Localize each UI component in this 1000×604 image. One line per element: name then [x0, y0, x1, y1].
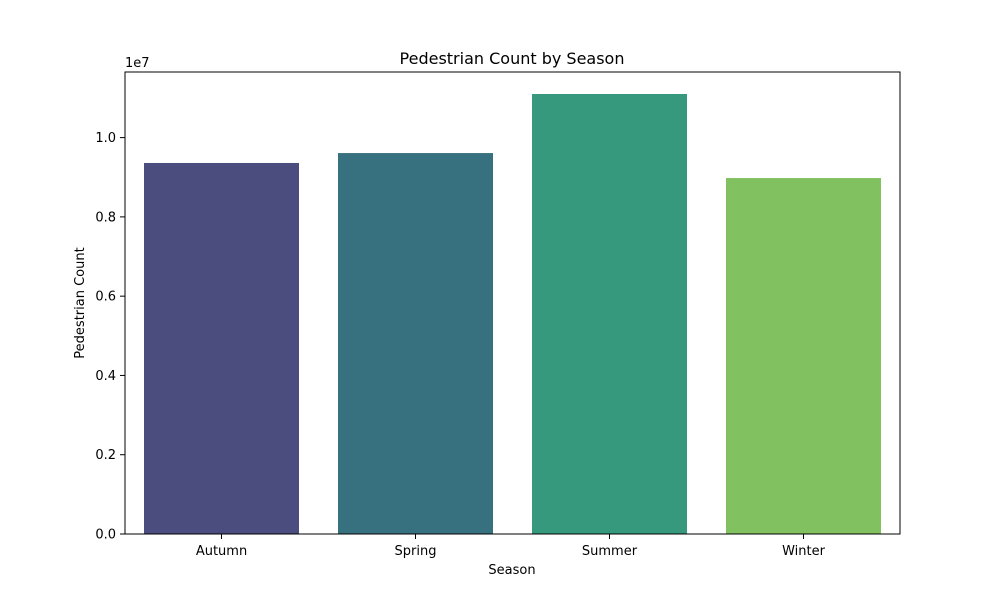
bar-winter	[726, 178, 881, 534]
y-axis-offset-label: 1e7	[125, 56, 150, 71]
x-tick-label: Spring	[395, 544, 437, 559]
x-axis: Autumn Spring Summer Winter	[196, 534, 826, 559]
y-tick-label: 0.8	[95, 210, 116, 225]
y-tick-label: 1.0	[95, 131, 116, 146]
y-tick-label: 0.4	[95, 369, 116, 384]
y-tick-label: 0.0	[95, 528, 116, 543]
x-tick-label: Summer	[582, 544, 638, 559]
y-axis-label: Pedestrian Count	[73, 247, 88, 358]
chart-title: Pedestrian Count by Season	[400, 49, 625, 68]
plot-frame	[124, 71, 901, 535]
x-tick-label: Winter	[782, 544, 826, 559]
x-axis-label: Season	[488, 563, 535, 578]
bar-spring	[338, 153, 493, 535]
y-tick-label: 0.2	[95, 448, 116, 463]
y-axis: 0.0 0.2 0.4 0.6 0.8 1.0	[95, 131, 125, 543]
bars-layer	[144, 94, 881, 535]
x-tick-label: Autumn	[196, 544, 247, 559]
bar-autumn	[144, 162, 299, 535]
y-tick-label: 0.6	[95, 290, 116, 305]
bar-summer	[532, 94, 687, 534]
